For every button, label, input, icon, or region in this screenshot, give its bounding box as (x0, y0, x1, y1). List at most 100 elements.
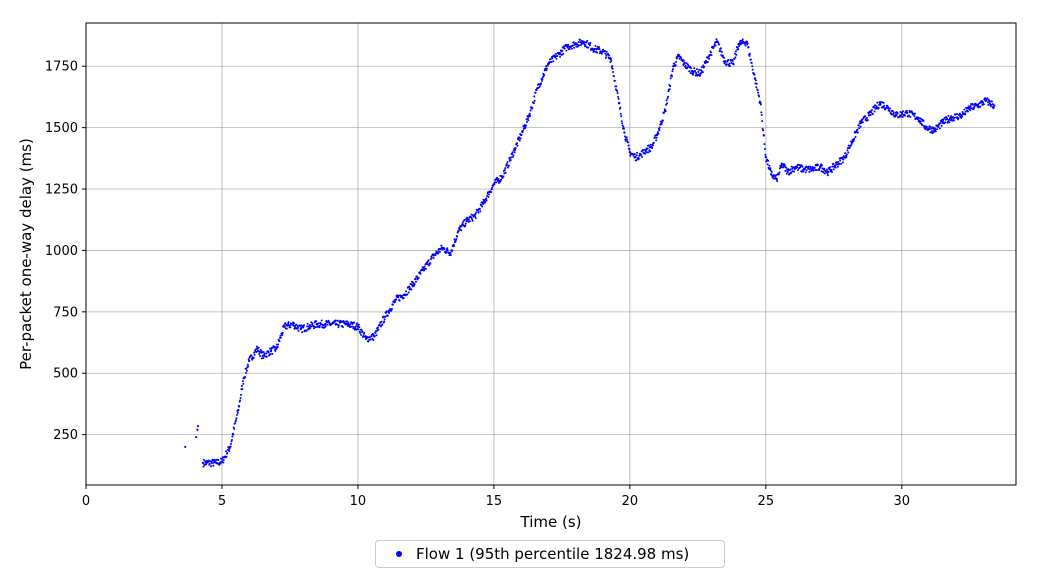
data-point (529, 109, 532, 112)
data-point (231, 435, 234, 438)
data-point (519, 137, 522, 140)
data-point (830, 170, 833, 173)
data-point (563, 47, 566, 50)
data-point (549, 58, 552, 61)
data-point (971, 107, 974, 110)
data-point (521, 129, 524, 132)
data-point (212, 464, 215, 467)
data-point (551, 57, 554, 60)
data-point (235, 417, 238, 420)
data-point (700, 69, 703, 72)
data-point (378, 323, 381, 326)
data-point (228, 450, 231, 453)
data-point (732, 63, 735, 66)
x-tick-label: 10 (350, 494, 367, 509)
data-point (324, 322, 327, 326)
data-point (763, 134, 766, 137)
data-point (899, 115, 902, 118)
data-point (876, 101, 879, 104)
data-point (700, 66, 703, 69)
data-point (302, 324, 305, 327)
data-point (281, 333, 284, 336)
data-point (453, 238, 456, 241)
data-point (986, 101, 989, 104)
data-point (628, 148, 631, 151)
data-point (369, 338, 372, 341)
data-point (728, 62, 731, 65)
data-point (596, 51, 599, 54)
data-point (767, 159, 770, 162)
data-point (873, 106, 876, 109)
y-tick-label: 250 (53, 428, 78, 443)
data-point (531, 107, 534, 110)
data-point (496, 176, 499, 179)
data-point (944, 121, 947, 124)
data-point (612, 70, 615, 73)
data-point (657, 132, 660, 135)
data-point (471, 218, 474, 221)
data-point (526, 117, 529, 120)
data-point (640, 153, 643, 156)
data-point (906, 111, 909, 115)
data-point (580, 39, 583, 42)
data-point (320, 319, 323, 322)
data-point (684, 64, 687, 67)
data-point (481, 205, 484, 208)
data-point (410, 288, 413, 291)
data-point (468, 220, 471, 223)
data-point (310, 321, 313, 324)
data-point (816, 163, 819, 166)
data-point (635, 154, 638, 157)
data-point (241, 380, 244, 383)
data-point (232, 433, 235, 436)
data-point (723, 62, 726, 65)
data-point (247, 365, 250, 368)
data-point (509, 159, 512, 162)
data-point (673, 62, 676, 65)
data-point (916, 116, 920, 120)
data-point (686, 66, 689, 69)
data-point (727, 58, 730, 61)
data-point (383, 318, 386, 321)
legend: Flow 1 (95th percentile 1824.98 ms) (375, 540, 725, 568)
data-point (699, 74, 702, 77)
data-point (901, 116, 904, 119)
data-point (946, 118, 949, 121)
data-point (762, 129, 765, 132)
data-point (451, 249, 454, 252)
x-tick-label: 30 (894, 494, 911, 509)
data-point (629, 154, 632, 157)
data-point (202, 458, 205, 461)
data-point (306, 325, 309, 328)
data-point (717, 41, 720, 44)
data-point (801, 165, 804, 168)
data-point (341, 326, 344, 329)
data-point (756, 89, 759, 92)
data-point (270, 348, 273, 351)
data-point (512, 154, 515, 157)
data-point (245, 367, 248, 370)
data-point (932, 130, 935, 133)
data-point (238, 405, 241, 408)
data-point (628, 150, 632, 154)
data-point (612, 75, 615, 78)
data-point (240, 393, 242, 396)
data-point (598, 48, 601, 51)
data-point (287, 321, 290, 324)
data-point (747, 46, 750, 49)
data-point (675, 57, 678, 60)
data-point (598, 46, 601, 49)
data-point (265, 355, 268, 358)
data-point (446, 247, 449, 250)
data-point (390, 308, 393, 311)
data-point (821, 167, 824, 170)
y-tick-label: 1500 (45, 121, 78, 136)
data-point (449, 253, 452, 256)
data-point (764, 155, 768, 159)
data-point (534, 91, 537, 94)
data-point (708, 57, 711, 60)
data-point (477, 209, 480, 212)
data-point (408, 285, 411, 288)
data-point (895, 114, 898, 117)
data-point (475, 211, 478, 214)
